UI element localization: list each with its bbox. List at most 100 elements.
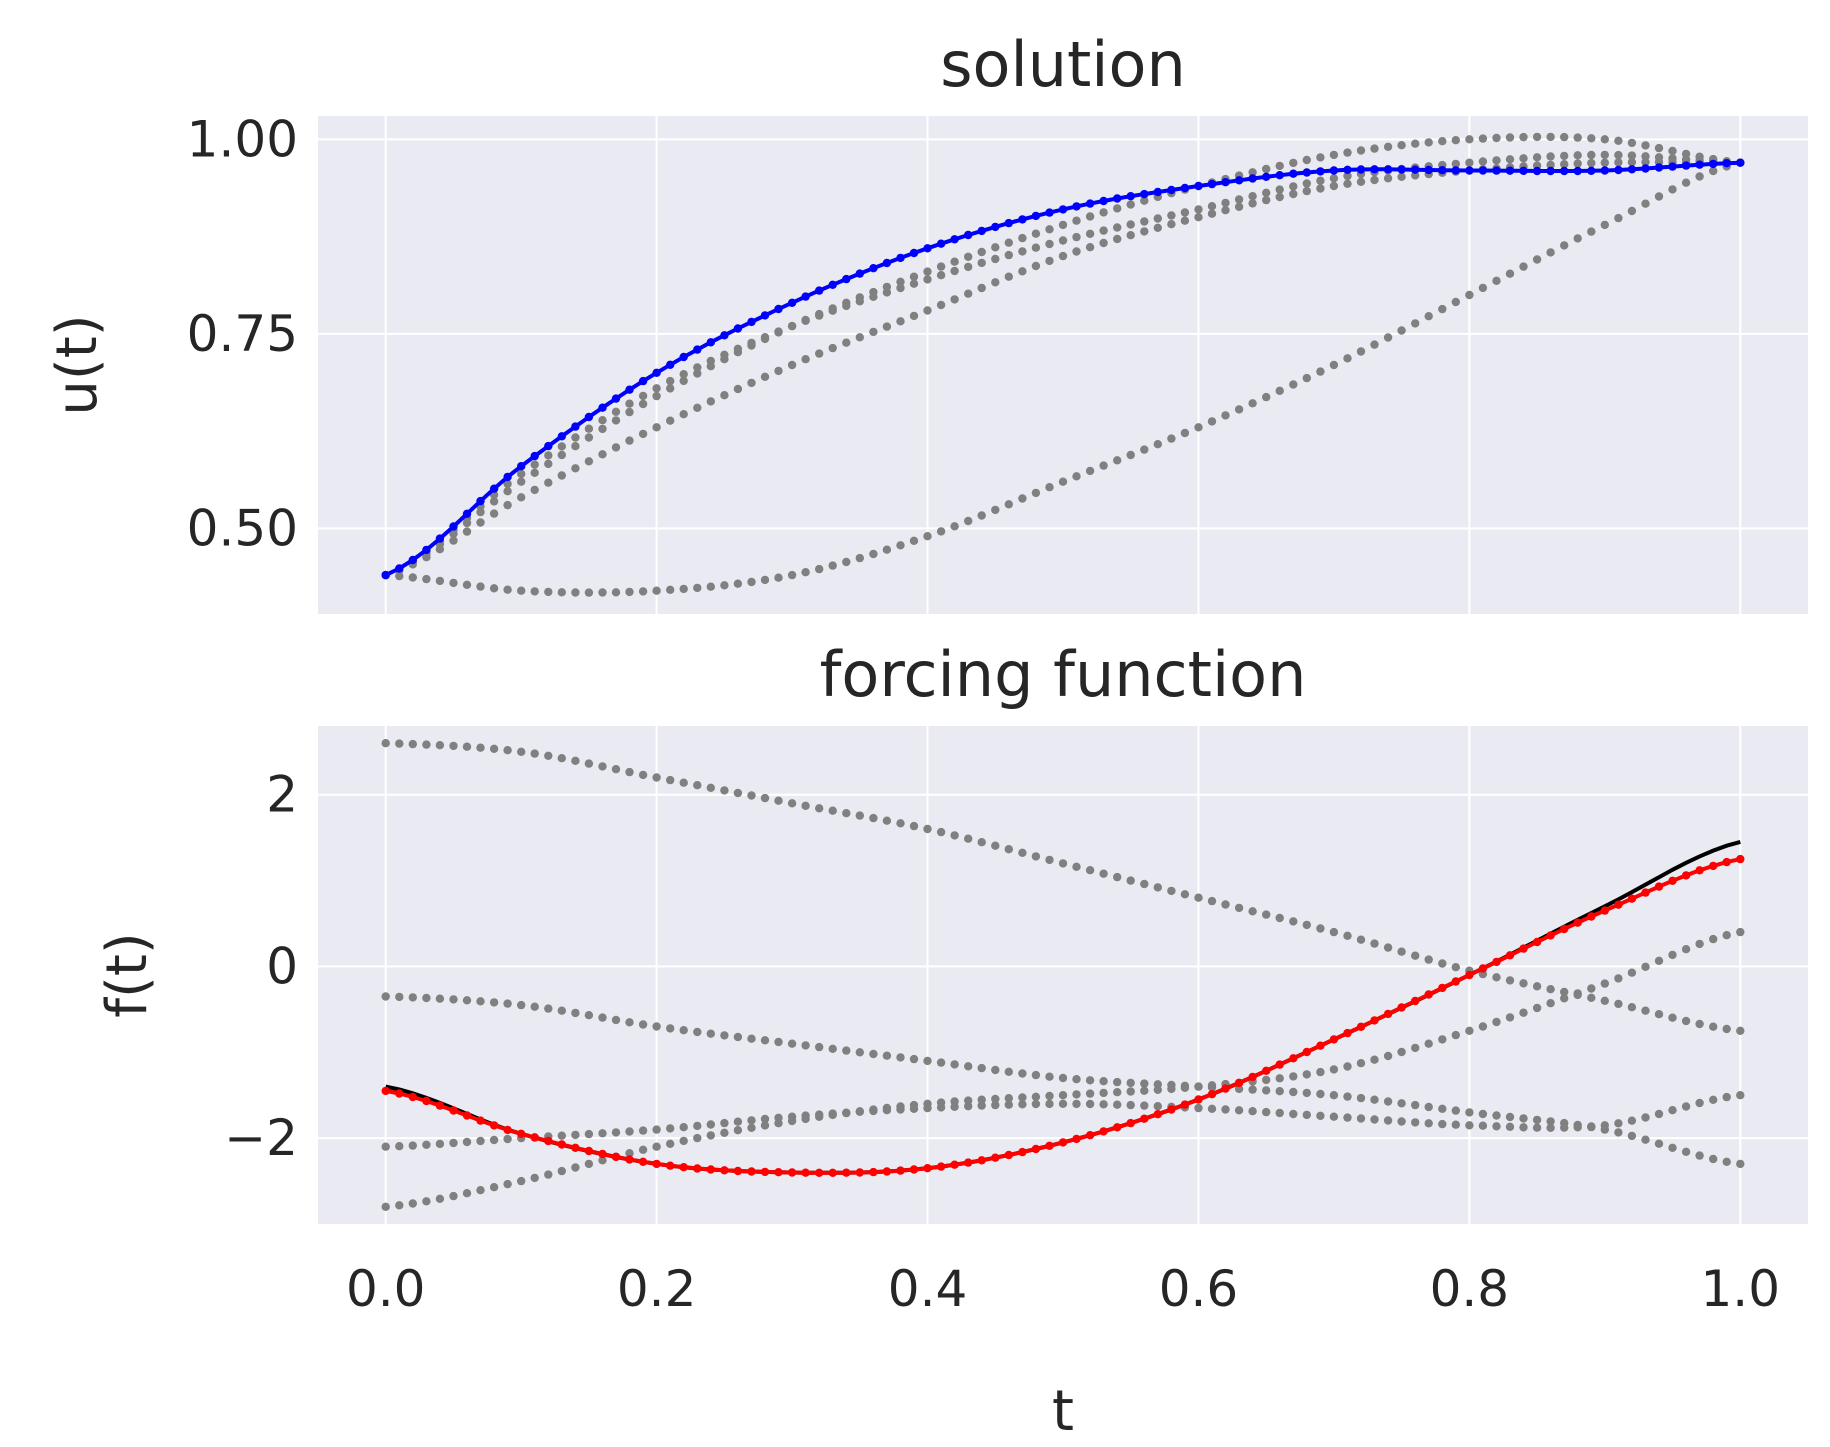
- data-point: [584, 759, 594, 768]
- data-point: [977, 283, 986, 293]
- data-point: [1207, 202, 1217, 211]
- data-point: [1058, 1091, 1068, 1100]
- data-point: [381, 1202, 390, 1212]
- data-point: [1654, 143, 1664, 153]
- data-point: [923, 532, 932, 541]
- data-point: [1045, 1141, 1054, 1151]
- data-point: [977, 511, 986, 520]
- data-point: [1343, 171, 1352, 181]
- data-point: [869, 264, 878, 273]
- data-point: [1099, 1077, 1108, 1086]
- data-point: [571, 1008, 580, 1018]
- data-point: [964, 516, 973, 526]
- data-point: [666, 1139, 675, 1149]
- data-point: [909, 248, 919, 258]
- data-point: [1668, 876, 1677, 885]
- data-point: [584, 1159, 594, 1169]
- data-point: [1140, 227, 1149, 236]
- data-point: [1668, 162, 1677, 171]
- data-point: [1451, 1106, 1461, 1115]
- data-point: [1099, 1088, 1108, 1098]
- data-point: [503, 1134, 512, 1144]
- data-point: [1627, 968, 1637, 977]
- data-point: [1600, 979, 1610, 988]
- data-point: [1289, 158, 1298, 168]
- data-point: [1262, 910, 1271, 919]
- data-point: [801, 1111, 810, 1120]
- data-point: [1424, 1119, 1433, 1128]
- data-point: [1492, 166, 1501, 175]
- data-point: [1289, 1054, 1298, 1063]
- data-point: [964, 262, 973, 272]
- data-point: [1126, 450, 1135, 460]
- data-point: [1167, 886, 1176, 896]
- data-point: [571, 433, 580, 442]
- data-point: [1627, 158, 1637, 167]
- data-point: [679, 352, 688, 362]
- data-point: [882, 545, 892, 554]
- data-point: [1031, 261, 1041, 271]
- data-point: [869, 1167, 878, 1177]
- data-point: [896, 317, 905, 326]
- data-point: [652, 368, 661, 377]
- data-point: [815, 804, 824, 813]
- data-point: [395, 1201, 404, 1210]
- data-point: [991, 1065, 1000, 1075]
- data-point: [1221, 1084, 1230, 1093]
- data-point: [1058, 1099, 1068, 1109]
- data-point: [679, 584, 688, 594]
- data-point: [828, 561, 837, 570]
- data-point: [842, 1108, 851, 1117]
- x-tick-label: 0.2: [617, 1260, 697, 1318]
- data-point: [896, 253, 905, 263]
- data-point: [1478, 1109, 1488, 1119]
- data-point: [476, 1116, 485, 1125]
- data-point: [1532, 255, 1542, 264]
- data-point: [1438, 1119, 1447, 1129]
- data-point: [1451, 297, 1461, 307]
- data-point: [787, 321, 797, 331]
- data-point: [476, 743, 485, 752]
- data-point: [1072, 1075, 1081, 1084]
- data-point: [869, 1106, 878, 1116]
- data-point: [1370, 1055, 1379, 1064]
- data-point: [1058, 1073, 1068, 1083]
- data-point: [422, 740, 431, 749]
- data-point: [1709, 934, 1718, 944]
- data-point: [449, 529, 458, 538]
- data-point: [1045, 225, 1054, 234]
- data-point: [1722, 931, 1731, 940]
- data-point: [422, 1096, 431, 1106]
- data-point: [787, 570, 797, 580]
- data-point: [1316, 924, 1325, 933]
- data-point: [1018, 1100, 1027, 1109]
- data-point: [720, 786, 729, 795]
- data-point: [1004, 1094, 1013, 1103]
- data-point: [1614, 900, 1623, 909]
- data-point: [1153, 1110, 1163, 1119]
- data-point: [1546, 931, 1555, 940]
- data-point: [408, 555, 417, 565]
- data-point: [1424, 1102, 1433, 1112]
- data-point: [422, 993, 431, 1003]
- data-point: [1329, 150, 1339, 160]
- data-point: [1438, 166, 1447, 175]
- data-point: [571, 442, 580, 451]
- data-point: [1126, 876, 1135, 885]
- data-point: [801, 1168, 810, 1177]
- data-point: [584, 457, 594, 466]
- data-point: [1681, 945, 1691, 954]
- data-point: [638, 429, 648, 439]
- data-point: [1492, 276, 1501, 285]
- data-point: [666, 384, 675, 393]
- data-point: [896, 1053, 905, 1062]
- data-point: [1302, 1088, 1312, 1098]
- data-point: [1316, 367, 1325, 376]
- data-point: [666, 360, 675, 369]
- data-point: [1126, 220, 1135, 229]
- data-point: [720, 391, 729, 400]
- data-point: [896, 541, 905, 550]
- data-point: [774, 304, 783, 314]
- data-point: [1289, 1087, 1298, 1097]
- data-point: [1532, 982, 1542, 991]
